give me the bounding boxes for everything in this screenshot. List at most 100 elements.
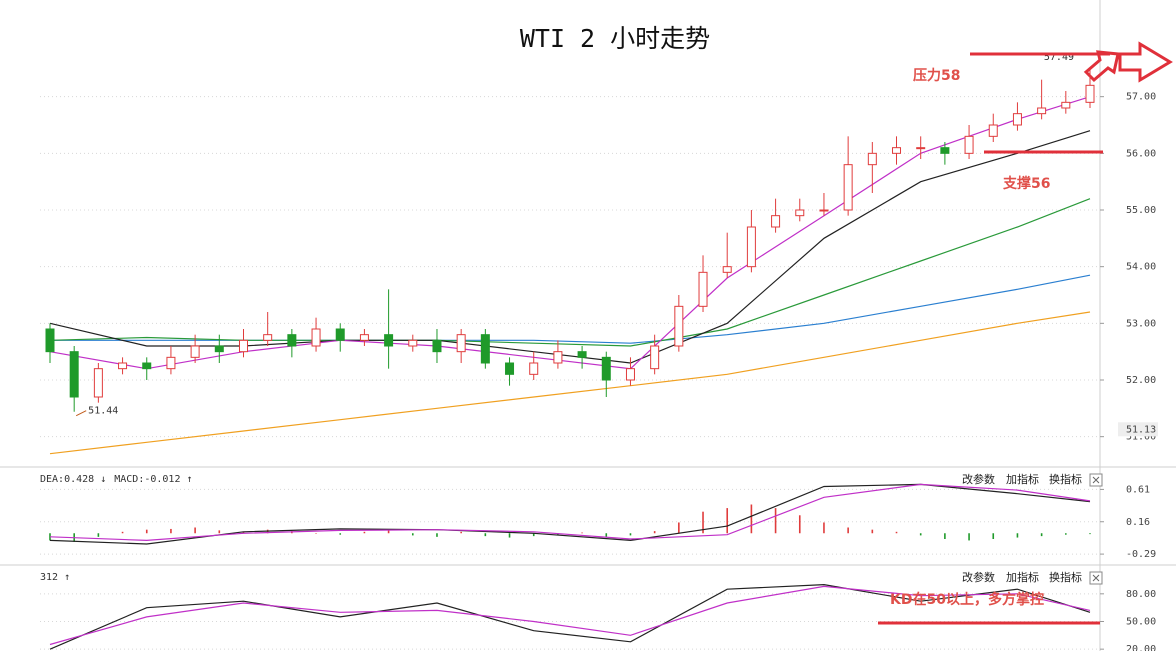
candle-body	[166, 356, 176, 370]
macd-bar	[411, 533, 414, 536]
toolbar-button[interactable]: 换指标	[1049, 570, 1082, 584]
y-tick-label: 55.00	[1126, 205, 1156, 216]
candle-body	[408, 339, 418, 347]
candle-body	[456, 334, 466, 353]
y-tick-label: 57.00	[1126, 92, 1156, 103]
toolbar-button[interactable]: 改参数	[962, 472, 995, 486]
y-tick-label: 53.00	[1126, 318, 1156, 329]
candle-body	[722, 266, 732, 273]
candle-body	[190, 345, 200, 358]
last-price-box	[1118, 422, 1158, 437]
y-tick-label: 56.00	[1126, 148, 1156, 159]
macd-bar	[1040, 533, 1043, 537]
macd-bar	[460, 531, 462, 534]
macd-bar	[581, 532, 583, 534]
candle-body	[1012, 113, 1022, 126]
candle-body	[1037, 107, 1047, 115]
macd-bar	[823, 522, 825, 534]
macd-bar	[387, 530, 390, 534]
candle-body	[795, 209, 805, 217]
indicator-line	[49, 483, 1091, 542]
toolbar-button[interactable]: 改参数	[962, 570, 995, 584]
candle-body	[940, 147, 950, 154]
y-tick-label: 52.00	[1126, 375, 1156, 386]
macd-bar	[484, 533, 487, 537]
y-tick-label: 80.00	[1126, 589, 1156, 600]
macd-bar	[532, 533, 535, 537]
y-tick-label: 20.00	[1126, 644, 1156, 651]
macd-bar	[944, 533, 946, 539]
candle-body	[698, 271, 708, 307]
y-tick-label: 50.00	[1126, 616, 1156, 627]
macd-bar	[774, 508, 777, 534]
macd-bar	[508, 533, 511, 538]
macd-bar	[798, 515, 801, 534]
toolbar-button[interactable]: 加指标	[1006, 472, 1039, 486]
candle-body	[214, 345, 224, 353]
annotation: 支撑56	[1002, 175, 1050, 192]
candle-body	[625, 368, 635, 381]
candle-body	[238, 339, 248, 353]
indicator-line	[49, 198, 1091, 347]
candle-body	[263, 334, 273, 341]
indicator-legend: 312 ↑	[40, 572, 70, 583]
y-tick-label: -0.29	[1126, 549, 1156, 560]
candle-body	[843, 164, 853, 211]
indicator-legend: MACD:-0.012 ↑	[114, 474, 192, 485]
indicator-line	[49, 585, 1091, 646]
macd-bar	[218, 530, 221, 534]
low-pointer	[75, 410, 87, 417]
candle-body	[916, 147, 926, 150]
chart-title: WTI 2 小时走势	[520, 24, 710, 53]
macd-bar	[242, 531, 245, 534]
macd-bar	[97, 533, 100, 537]
candle-body	[746, 226, 756, 268]
arrow-icon	[1083, 50, 1120, 83]
low-label: 51.44	[88, 406, 118, 417]
macd-bar	[702, 511, 704, 534]
macd-bar	[919, 533, 922, 536]
annotation: 压力58	[913, 67, 960, 84]
toolbar-button[interactable]: 加指标	[1006, 570, 1039, 584]
macd-bar	[121, 531, 124, 534]
candle-body	[359, 334, 369, 341]
y-tick-label: 0.16	[1126, 517, 1150, 528]
macd-bar	[605, 533, 608, 537]
macd-bar	[1016, 533, 1019, 538]
candle-body	[287, 334, 297, 347]
candle-body	[577, 351, 587, 358]
candle-body	[553, 351, 563, 364]
macd-bar	[992, 533, 995, 539]
candle-body	[988, 124, 998, 137]
candle-body	[819, 209, 829, 212]
candle-body	[384, 334, 394, 347]
indicator-line	[50, 274, 1091, 344]
candle-body	[1061, 101, 1071, 109]
candle-body	[601, 356, 611, 381]
candle-body	[650, 345, 660, 370]
close-icon	[1092, 574, 1100, 582]
macd-bar	[1089, 533, 1091, 535]
candle-body	[674, 305, 684, 347]
close-icon	[1092, 476, 1100, 484]
macd-bar	[678, 522, 680, 534]
candle-body	[892, 147, 902, 154]
y-tick-label: 51.00	[1126, 432, 1156, 443]
indicator-legend: DEA:0.428 ↓	[40, 474, 106, 485]
candle-body	[505, 362, 515, 375]
macd-bar	[315, 533, 317, 534]
toolbar-button[interactable]: 换指标	[1049, 472, 1082, 486]
candle-body	[771, 215, 781, 228]
macd-bar	[871, 529, 874, 534]
y-tick-label: 54.00	[1126, 262, 1156, 273]
candle-body	[45, 328, 55, 353]
indicator-line	[49, 583, 1091, 650]
candle-body	[93, 368, 103, 398]
candle-body	[480, 334, 490, 364]
candle-body	[311, 328, 321, 347]
macd-bar	[895, 531, 898, 534]
indicator-line	[49, 311, 1091, 455]
macd-bar	[1065, 533, 1067, 535]
candle-body	[142, 362, 152, 370]
